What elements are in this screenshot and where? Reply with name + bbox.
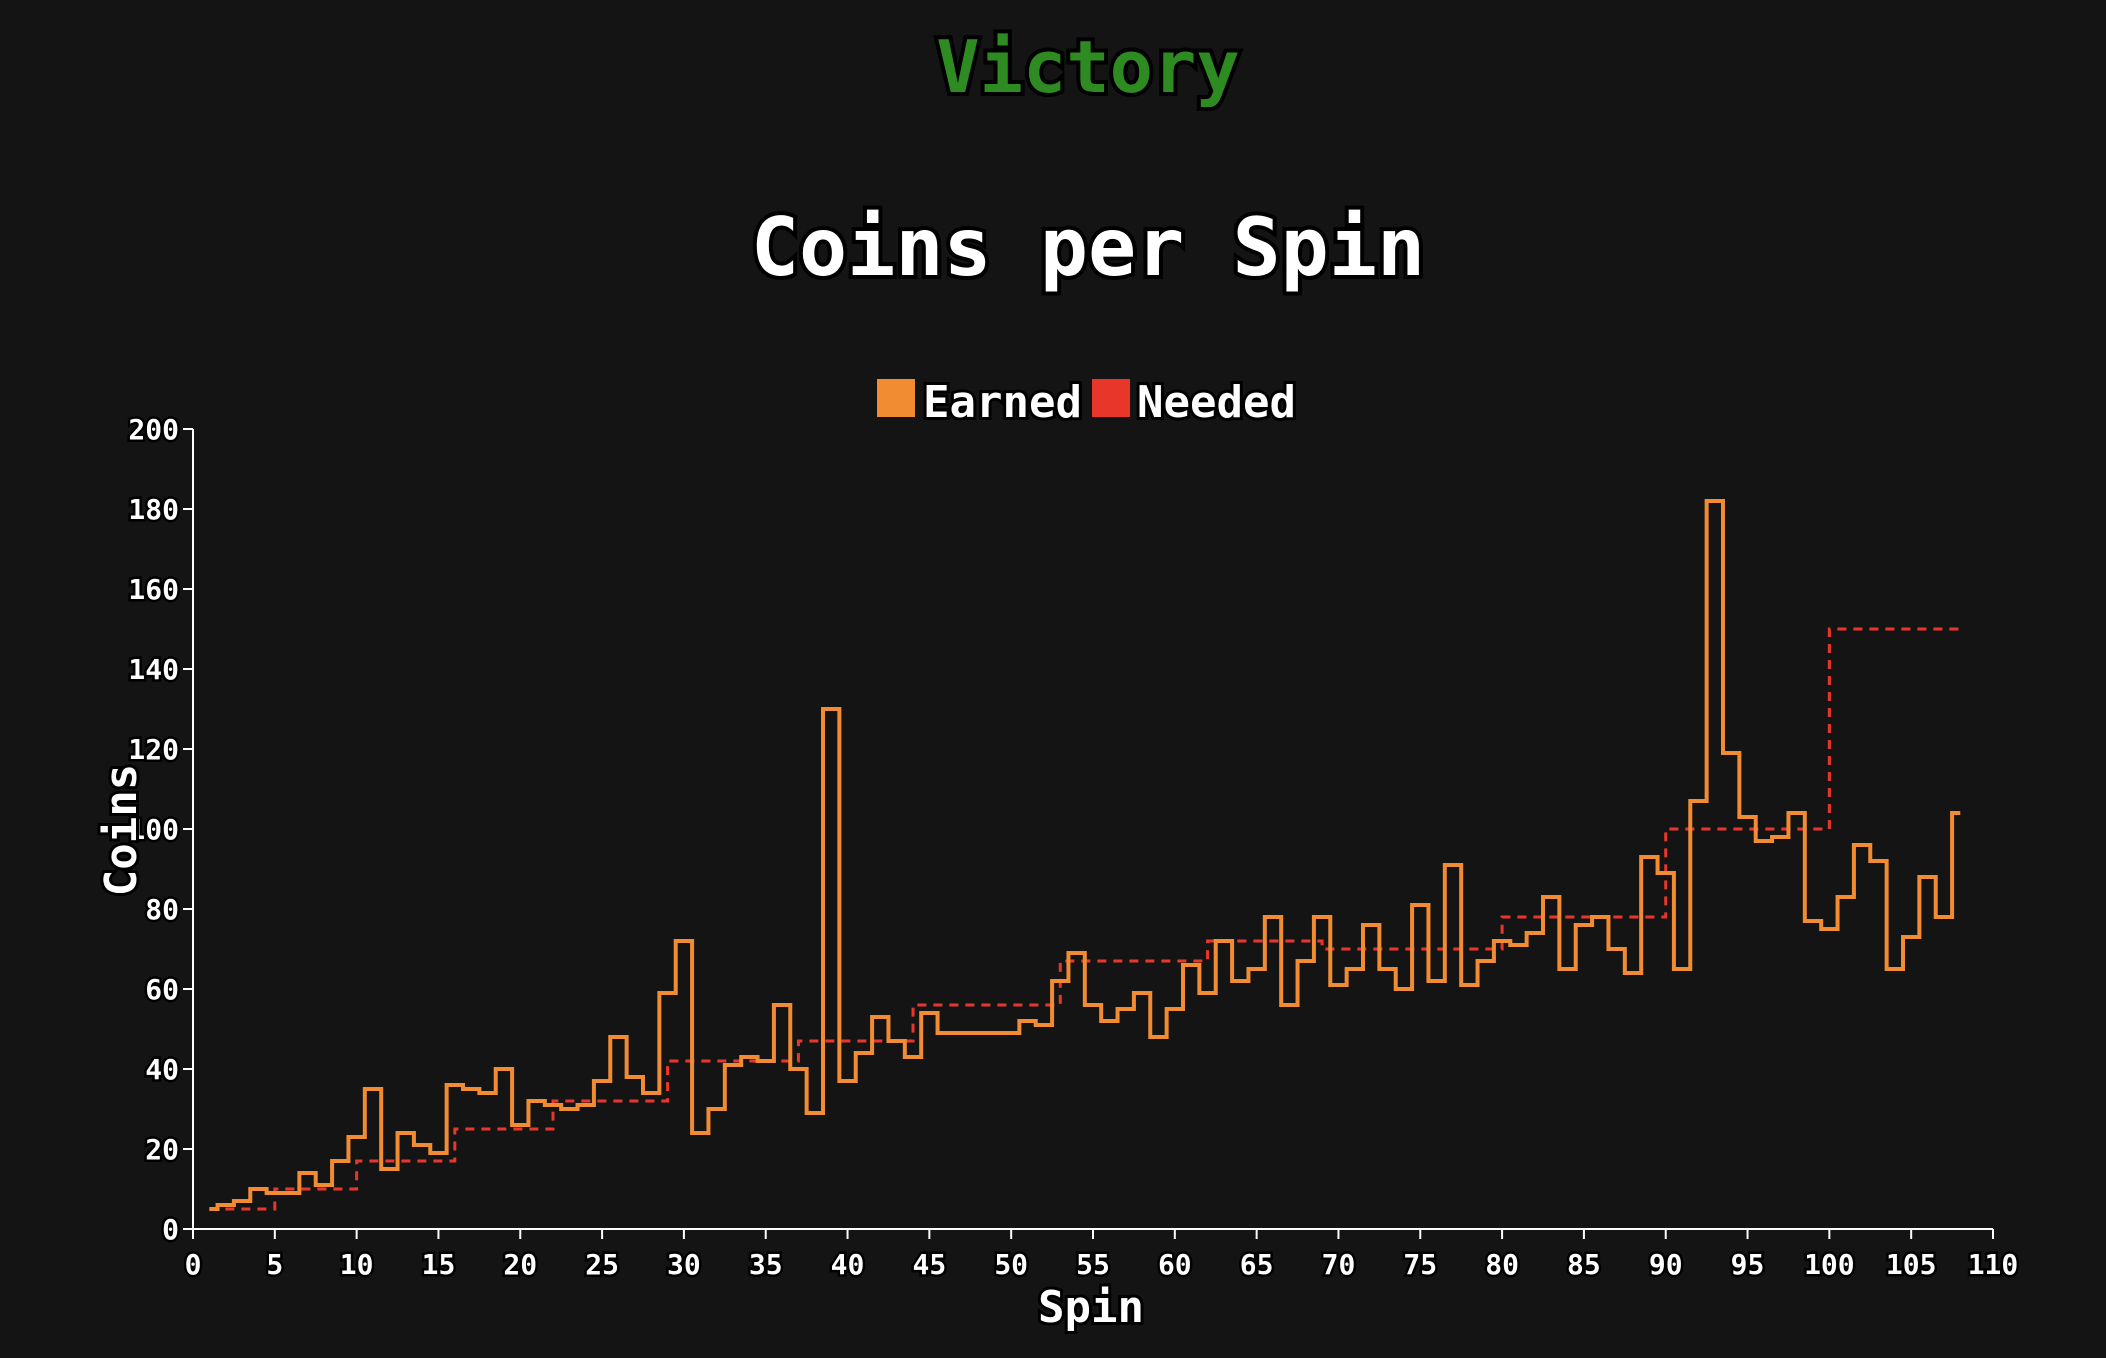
x-tick-label: 40 <box>831 1248 865 1281</box>
x-tick-label: 65 <box>1240 1248 1274 1281</box>
x-tick-label: 20 <box>503 1248 537 1281</box>
y-tick-label: 60 <box>145 973 179 1006</box>
y-tick-label: 120 <box>128 733 179 766</box>
y-tick-label: 200 <box>128 413 179 446</box>
y-tick-label: 0 <box>162 1213 179 1246</box>
y-tick-label: 100 <box>128 813 179 846</box>
x-tick-label: 95 <box>1731 1248 1765 1281</box>
y-tick-label: 180 <box>128 493 179 526</box>
earned-series-line <box>209 499 1961 1211</box>
x-tick-label: 80 <box>1485 1248 1519 1281</box>
legend-label-needed: Needed <box>1137 377 1296 428</box>
x-tick-label: 10 <box>340 1248 374 1281</box>
y-tick-label: 20 <box>145 1133 179 1166</box>
y-tick-label: 140 <box>128 653 179 686</box>
x-tick-label: 55 <box>1076 1248 1110 1281</box>
x-tick-label: 50 <box>994 1248 1028 1281</box>
x-tick-label: 70 <box>1322 1248 1356 1281</box>
y-tick-label: 80 <box>145 893 179 926</box>
x-tick-label: 25 <box>585 1248 619 1281</box>
x-tick-label: 0 <box>185 1248 202 1281</box>
x-tick-label: 105 <box>1886 1248 1937 1281</box>
x-tick-label: 45 <box>913 1248 947 1281</box>
x-tick-label: 85 <box>1567 1248 1601 1281</box>
legend-swatch-earned <box>877 379 915 417</box>
legend-label-earned: Earned <box>923 377 1082 428</box>
y-axis-label: Coins <box>96 764 147 896</box>
x-tick-label: 100 <box>1804 1248 1855 1281</box>
x-tick-label: 15 <box>422 1248 456 1281</box>
x-tick-label: 35 <box>749 1248 783 1281</box>
x-tick-label: 75 <box>1403 1248 1437 1281</box>
x-tick-label: 30 <box>667 1248 701 1281</box>
y-tick-label: 40 <box>145 1053 179 1086</box>
chart-axes: 0 5 10 15 20 25 30 35 40 45 50 55 60 65 70 75 80 85 90 95 10… <box>126 411 2021 1284</box>
chart-title: Coins per Spin <box>751 201 1425 294</box>
legend-swatch-needed <box>1092 379 1130 417</box>
needed-series-line <box>209 627 1961 1211</box>
chart-legend: Earned Needed <box>877 374 1299 431</box>
x-axis-label: Spin <box>1038 1282 1144 1333</box>
x-tick-label: 90 <box>1649 1248 1683 1281</box>
x-tick-label: 60 <box>1158 1248 1192 1281</box>
x-tick-label: 5 <box>266 1248 283 1281</box>
y-tick-label: 160 <box>128 573 179 606</box>
plot-area <box>209 499 1961 1211</box>
victory-status-text: Victory <box>936 25 1239 109</box>
x-tick-label: 110 <box>1968 1248 2019 1281</box>
